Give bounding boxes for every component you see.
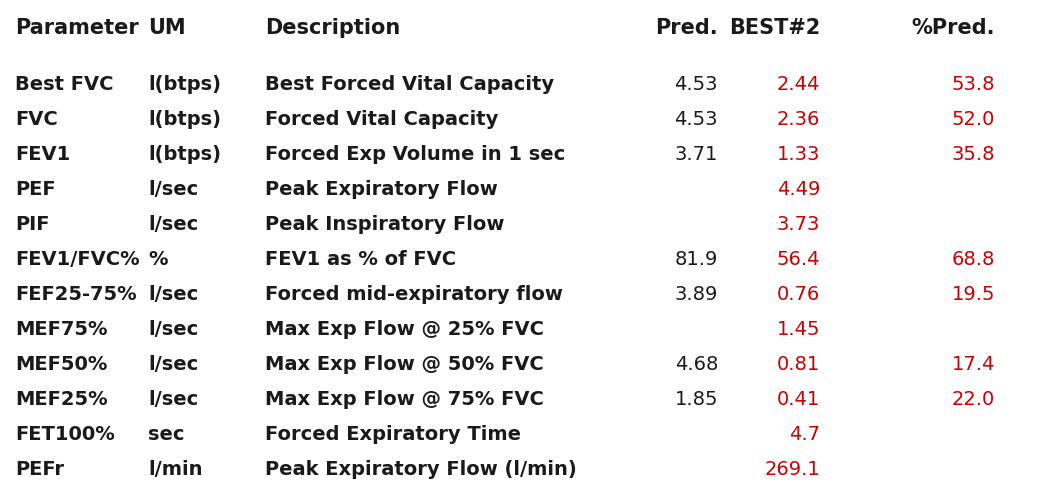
Text: FEV1: FEV1: [15, 145, 70, 163]
Text: PEFr: PEFr: [15, 459, 64, 478]
Text: FET100%: FET100%: [15, 424, 115, 443]
Text: 3.71: 3.71: [675, 145, 718, 163]
Text: Best FVC: Best FVC: [15, 75, 114, 94]
Text: l/min: l/min: [148, 459, 203, 478]
Text: 52.0: 52.0: [952, 110, 995, 129]
Text: MEF25%: MEF25%: [15, 389, 108, 408]
Text: l/sec: l/sec: [148, 285, 199, 304]
Text: Max Exp Flow @ 25% FVC: Max Exp Flow @ 25% FVC: [265, 319, 544, 338]
Text: Peak Expiratory Flow: Peak Expiratory Flow: [265, 180, 497, 199]
Text: 53.8: 53.8: [952, 75, 995, 94]
Text: PEF: PEF: [15, 180, 55, 199]
Text: 0.81: 0.81: [776, 354, 820, 373]
Text: MEF50%: MEF50%: [15, 354, 108, 373]
Text: Max Exp Flow @ 75% FVC: Max Exp Flow @ 75% FVC: [265, 389, 543, 408]
Text: %Pred.: %Pred.: [911, 18, 995, 38]
Text: UM: UM: [148, 18, 186, 38]
Text: Max Exp Flow @ 50% FVC: Max Exp Flow @ 50% FVC: [265, 354, 543, 373]
Text: Peak Expiratory Flow (l/min): Peak Expiratory Flow (l/min): [265, 459, 577, 478]
Text: 3.89: 3.89: [675, 285, 718, 304]
Text: Forced Exp Volume in 1 sec: Forced Exp Volume in 1 sec: [265, 145, 565, 163]
Text: l/sec: l/sec: [148, 389, 199, 408]
Text: l(btps): l(btps): [148, 110, 220, 129]
Text: PIF: PIF: [15, 215, 49, 234]
Text: FVC: FVC: [15, 110, 57, 129]
Text: FEF25-75%: FEF25-75%: [15, 285, 137, 304]
Text: l(btps): l(btps): [148, 145, 220, 163]
Text: 4.53: 4.53: [674, 75, 718, 94]
Text: 17.4: 17.4: [952, 354, 995, 373]
Text: 1.33: 1.33: [776, 145, 820, 163]
Text: 56.4: 56.4: [776, 249, 820, 268]
Text: Forced Expiratory Time: Forced Expiratory Time: [265, 424, 521, 443]
Text: Best Forced Vital Capacity: Best Forced Vital Capacity: [265, 75, 554, 94]
Text: 0.41: 0.41: [776, 389, 820, 408]
Text: 3.73: 3.73: [776, 215, 820, 234]
Text: l/sec: l/sec: [148, 215, 199, 234]
Text: 4.7: 4.7: [789, 424, 820, 443]
Text: 22.0: 22.0: [952, 389, 995, 408]
Text: l(btps): l(btps): [148, 75, 220, 94]
Text: 81.9: 81.9: [675, 249, 718, 268]
Text: MEF75%: MEF75%: [15, 319, 108, 338]
Text: Parameter: Parameter: [15, 18, 139, 38]
Text: 4.68: 4.68: [675, 354, 718, 373]
Text: 0.76: 0.76: [776, 285, 820, 304]
Text: l/sec: l/sec: [148, 354, 199, 373]
Text: 2.36: 2.36: [776, 110, 820, 129]
Text: Pred.: Pred.: [655, 18, 718, 38]
Text: Forced Vital Capacity: Forced Vital Capacity: [265, 110, 498, 129]
Text: 1.45: 1.45: [776, 319, 820, 338]
Text: 4.53: 4.53: [674, 110, 718, 129]
Text: Forced mid-expiratory flow: Forced mid-expiratory flow: [265, 285, 563, 304]
Text: 19.5: 19.5: [952, 285, 995, 304]
Text: 35.8: 35.8: [952, 145, 995, 163]
Text: l/sec: l/sec: [148, 319, 199, 338]
Text: 269.1: 269.1: [764, 459, 820, 478]
Text: Peak Inspiratory Flow: Peak Inspiratory Flow: [265, 215, 505, 234]
Text: Description: Description: [265, 18, 400, 38]
Text: BEST#2: BEST#2: [728, 18, 820, 38]
Text: 2.44: 2.44: [776, 75, 820, 94]
Text: sec: sec: [148, 424, 185, 443]
Text: 1.85: 1.85: [674, 389, 718, 408]
Text: 4.49: 4.49: [776, 180, 820, 199]
Text: l/sec: l/sec: [148, 180, 199, 199]
Text: %: %: [148, 249, 167, 268]
Text: 68.8: 68.8: [952, 249, 995, 268]
Text: FEV1/FVC%: FEV1/FVC%: [15, 249, 140, 268]
Text: FEV1 as % of FVC: FEV1 as % of FVC: [265, 249, 456, 268]
